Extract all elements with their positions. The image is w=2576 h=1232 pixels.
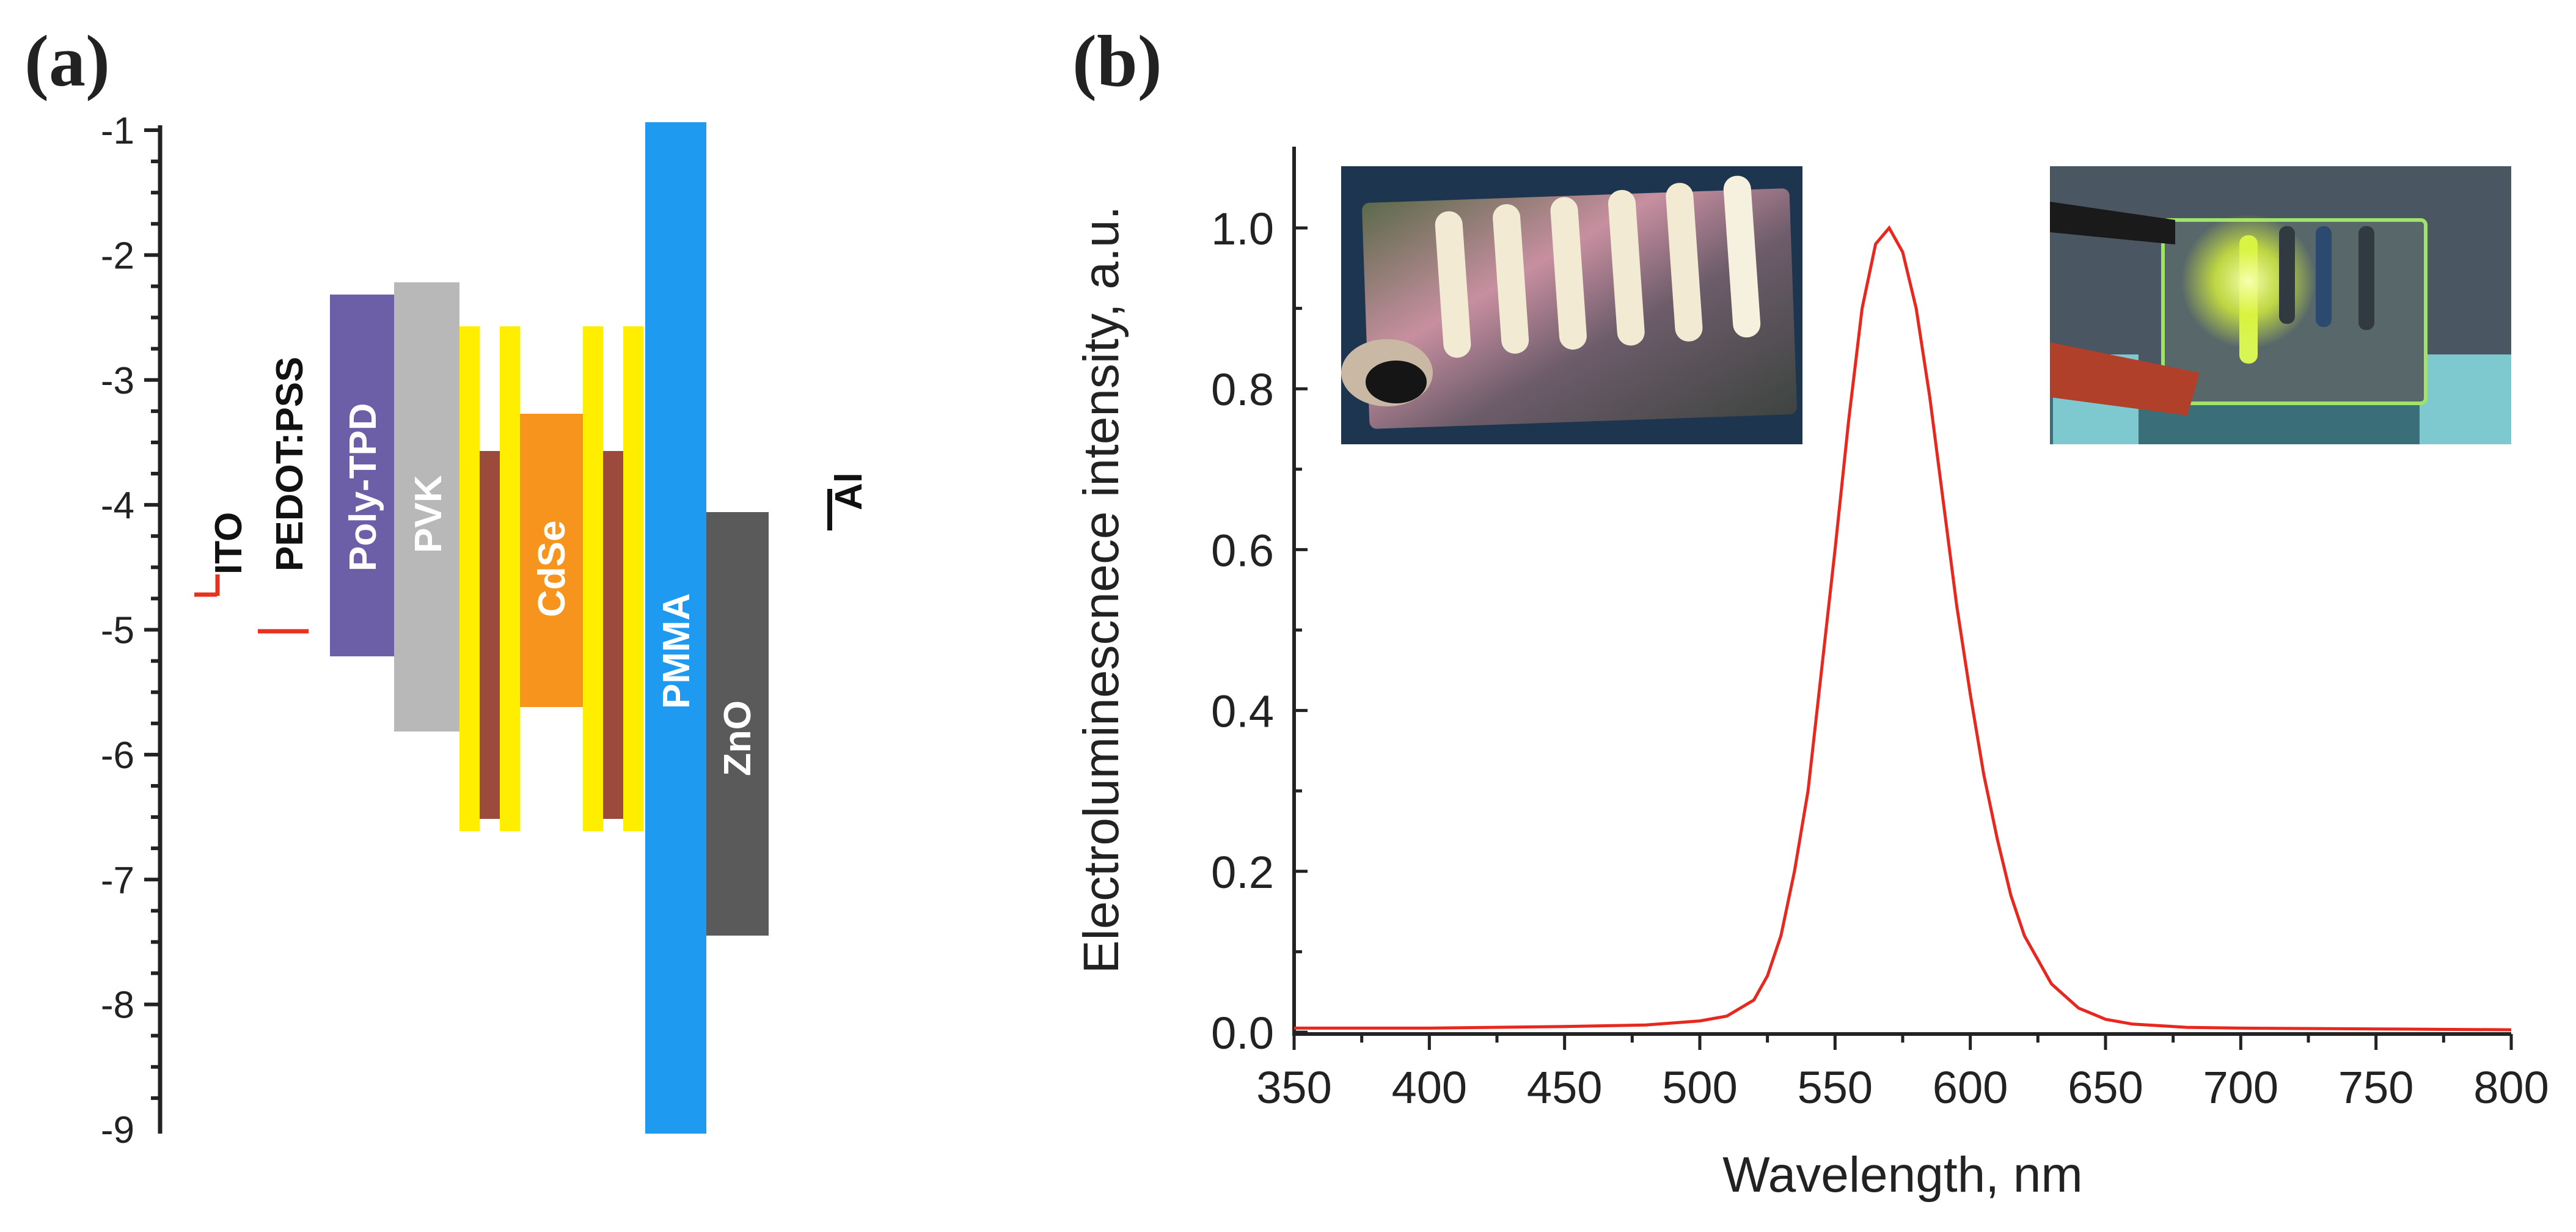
zns-shell-left-inner (500, 326, 520, 831)
y-tick-label: -4 (101, 485, 134, 527)
panel-b-x-ticks: 350 400 450 500 550 600 650 700 750 800 (1256, 1034, 2549, 1113)
y-tick-label: -5 (101, 610, 134, 652)
pedot-pss-label: PEDOT:PSS (269, 357, 311, 571)
device-photo-off (1341, 166, 1802, 444)
energy-level-layers: ITO PEDOT:PSS Poly-TPD PVK CdSe PMMA (194, 122, 870, 1134)
zno-label: ZnO (717, 700, 759, 776)
panel-a-y-ticks: -1 -2 -3 -4 -5 -6 -7 -8 -9 (101, 110, 160, 1151)
y-tick-label: -6 (101, 735, 134, 777)
x-tick-label: 550 (1798, 1062, 1873, 1113)
al-label: Al (828, 472, 870, 510)
y-tick-label: 0.8 (1211, 364, 1274, 415)
el-spectrum-line (1294, 225, 2512, 1032)
x-tick-label: 600 (1933, 1062, 2008, 1113)
y-tick-label: -2 (101, 235, 134, 277)
panel-a: (a) -1 -2 -3 -4 -5 -6 -7 -8 -9 ITO PEDOT:PSS Pol… (24, 20, 870, 1151)
panel-a-axis: -1 -2 -3 -4 -5 -6 -7 -8 -9 (101, 110, 163, 1151)
y-tick-label: 1.0 (1211, 204, 1274, 254)
x-tick-label: 700 (2203, 1062, 2278, 1113)
x-tick-label: 650 (2068, 1062, 2143, 1113)
x-tick-label: 350 (1256, 1062, 1331, 1113)
cdse-block (520, 414, 583, 707)
zns-shell-left-outer (459, 326, 480, 831)
y-tick-label: 0.0 (1211, 1008, 1274, 1058)
zno-block (706, 512, 769, 936)
y-tick-label: -3 (101, 360, 134, 402)
panel-b-x-axis-title: Wavelength, nm (1722, 1147, 2082, 1203)
panel-b: (b) 0.0 0.2 0.4 0.6 0.8 1.0 350 400 450 500 550 60… (1072, 20, 2549, 1203)
cds-shell-left (480, 451, 500, 819)
y-tick-label: -9 (101, 1109, 134, 1151)
pvk-block (394, 282, 459, 732)
panel-b-y-ticks: 0.0 0.2 0.4 0.6 0.8 1.0 (1211, 204, 1308, 1058)
panel-b-label: (b) (1072, 20, 1162, 101)
pvk-label: PVK (408, 475, 450, 553)
cds-shell-right (603, 451, 623, 819)
panel-b-y-axis-title: Electroluminescnece intensity, a.u. (1074, 206, 1129, 974)
ito-label: ITO (208, 512, 250, 574)
y-tick-label: -7 (101, 859, 134, 901)
zns-shell-right-inner (583, 326, 603, 831)
cdse-label: CdSe (531, 521, 573, 617)
x-tick-label: 800 (2473, 1062, 2549, 1113)
device-photo-on (2050, 166, 2511, 444)
panel-a-label: (a) (24, 20, 110, 101)
y-tick-label: 0.4 (1211, 686, 1274, 737)
x-tick-label: 500 (1662, 1062, 1737, 1113)
poly-tpd-block (330, 295, 394, 656)
panel-b-axes: 0.0 0.2 0.4 0.6 0.8 1.0 350 400 450 500 550 600 650… (1211, 147, 2549, 1113)
zns-shell-right-outer (623, 326, 643, 831)
y-tick-label: -8 (101, 985, 134, 1027)
y-tick-label: -1 (101, 110, 134, 152)
poly-tpd-label: Poly-TPD (342, 403, 384, 571)
pmma-block (645, 122, 706, 1134)
y-tick-label: 0.2 (1211, 847, 1274, 898)
x-tick-label: 400 (1392, 1062, 1467, 1113)
x-tick-label: 450 (1527, 1062, 1602, 1113)
pmma-label: PMMA (656, 593, 698, 709)
x-tick-label: 750 (2338, 1062, 2413, 1113)
y-tick-label: 0.6 (1211, 525, 1274, 576)
